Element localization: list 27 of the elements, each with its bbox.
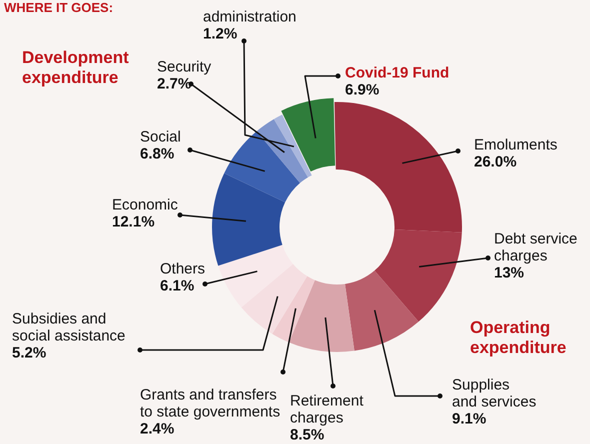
slice-label: Grants and transfers to state governments — [140, 386, 280, 421]
data-label: 2.4% — [140, 420, 174, 438]
slice-label: Emoluments — [474, 136, 558, 154]
data-label: 26.0% — [474, 154, 517, 171]
data-label: 2.7% — [157, 76, 192, 93]
slice-label: Economic — [112, 196, 178, 214]
slice-label: Security — [157, 58, 212, 76]
data-label: 12.1% — [112, 214, 155, 231]
slice-label: Debt service charges — [494, 230, 578, 265]
data-label: 6.9% — [345, 82, 380, 99]
data-label: 9.1% — [452, 410, 486, 428]
data-label: 8.5% — [290, 426, 324, 444]
slice-label: Covid-19 Fund — [345, 64, 450, 82]
data-label: 13% — [494, 264, 524, 282]
slice-label: Supplies and services — [452, 376, 536, 411]
text: Operating expenditure — [470, 318, 566, 358]
data-label: 1.2% — [203, 26, 238, 43]
data-label: 5.2% — [12, 344, 46, 362]
text: Development expenditure — [22, 48, 130, 88]
chart-title: WHERE IT GOES: — [4, 0, 114, 16]
slice-label: Others — [160, 260, 206, 278]
slice-label: Retirement charges — [290, 392, 364, 427]
data-label: 6.8% — [140, 146, 174, 163]
slice-label: Subsidies and social assistance — [12, 310, 126, 345]
slice-label: administration — [203, 8, 296, 26]
slice-label: Social — [140, 128, 181, 146]
data-label: 6.1% — [160, 278, 194, 295]
